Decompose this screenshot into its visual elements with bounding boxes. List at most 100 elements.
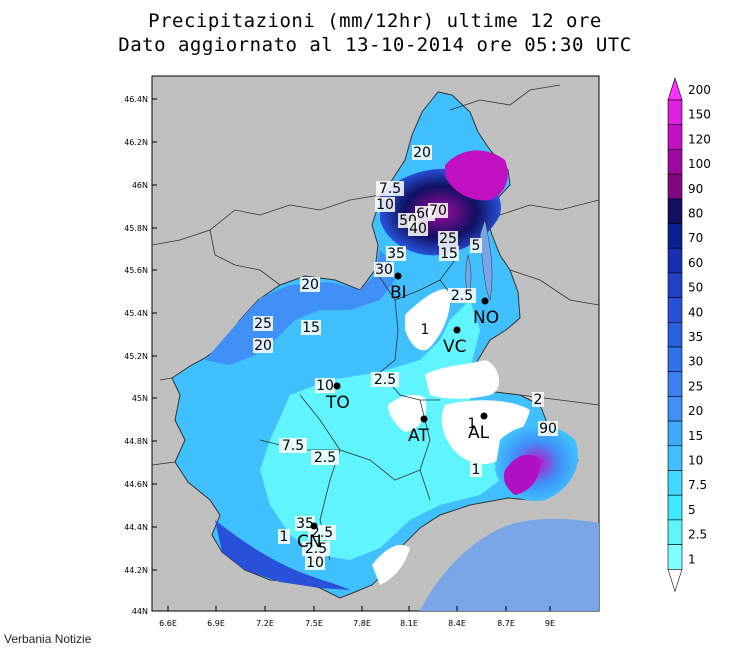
legend-swatch xyxy=(667,198,683,224)
footer-credit: Verbania Notizie xyxy=(4,632,92,646)
legend-swatch xyxy=(667,149,683,175)
contour-label: 2.5 xyxy=(451,288,473,304)
x-tick-label: 7.8E xyxy=(353,619,371,628)
city-marker-dot xyxy=(333,382,341,390)
area-light-rain xyxy=(260,300,500,560)
legend-label: 35 xyxy=(688,330,703,344)
x-tick-label: 6.9E xyxy=(207,619,225,628)
contour-label: 2.5 xyxy=(311,525,333,541)
legend-label: 200 xyxy=(688,83,711,97)
x-tick-label: 8.4E xyxy=(448,619,466,628)
contour-label-bg xyxy=(466,416,478,431)
legend-bottom-arrow xyxy=(667,568,683,593)
area-moderate-rain-south xyxy=(215,520,350,590)
area-no-rain xyxy=(405,289,451,351)
legend-label: 150 xyxy=(688,108,711,122)
contour-label: 25 xyxy=(439,231,457,247)
legend-label: 2.5 xyxy=(688,528,707,542)
contour-label-bg xyxy=(371,372,399,387)
city-label: TO xyxy=(325,393,350,413)
contour-label: 40 xyxy=(409,221,427,237)
sea-area xyxy=(420,518,599,611)
contour-label: 10 xyxy=(306,555,324,571)
legend-swatch xyxy=(667,297,683,323)
x-tick-label: 7.5E xyxy=(305,619,323,628)
legend-label: 40 xyxy=(688,305,703,319)
contour-label: 5 xyxy=(472,238,481,254)
city-markers: BI NO VC TO AT AL CN xyxy=(297,272,499,552)
contour-label-bg xyxy=(470,238,482,253)
legend-swatch xyxy=(667,321,683,348)
contour-label: 15 xyxy=(440,246,458,262)
contour-label-bg xyxy=(374,262,394,277)
country-boundaries xyxy=(152,84,599,466)
legend-label: 7.5 xyxy=(688,478,707,492)
precipitation-legend: 200 150 120 100 90 80 70 60 50 40 35 30 25 20 15 10 7.5 5… xyxy=(667,77,711,593)
contour-label-bg xyxy=(305,555,325,570)
y-tick-label: 44.4N xyxy=(124,523,148,532)
contour-label-bg xyxy=(428,203,448,218)
y-tick-label: 44.8N xyxy=(124,437,148,446)
legend-swatch xyxy=(667,173,683,200)
contour-label-bg xyxy=(419,322,431,337)
legend-swatch xyxy=(667,223,683,249)
legend-swatch xyxy=(667,420,683,447)
legend-label: 90 xyxy=(688,182,703,196)
contour-label-bg xyxy=(439,246,459,261)
legend-swatch xyxy=(667,494,683,521)
contour-label: 20 xyxy=(301,277,319,293)
legend-swatch xyxy=(667,544,683,570)
contour-label: 15 xyxy=(302,320,320,336)
legend-swatch xyxy=(667,346,683,373)
legend-label: 1 xyxy=(688,552,696,566)
legend-label: 25 xyxy=(688,379,703,393)
contour-label: 2.5 xyxy=(374,372,396,388)
y-tick-label: 44.6N xyxy=(124,480,148,489)
y-tick-label: 46.4N xyxy=(124,95,148,104)
y-tick-label: 45N xyxy=(132,394,148,403)
contour-label: 35 xyxy=(387,246,405,262)
contour-label: 10 xyxy=(376,197,394,213)
legend-swatch xyxy=(667,445,683,471)
y-tick-label: 45.6N xyxy=(124,266,148,275)
contour-label: 2.5 xyxy=(305,541,327,557)
legend-label: 120 xyxy=(688,132,711,146)
contour-label: 35 xyxy=(296,516,314,532)
city-label: BI xyxy=(390,283,407,303)
contour-label-bg xyxy=(311,450,339,465)
contour-label: 30 xyxy=(375,262,393,278)
map-subtitle: Dato aggiornato al 13-10-2014 ore 05:30 … xyxy=(118,34,632,56)
x-tick-label: 8.7E xyxy=(497,619,515,628)
y-tick-label: 44.2N xyxy=(124,566,148,575)
contour-label-bg xyxy=(408,221,428,236)
contour-label-bg xyxy=(253,316,273,331)
area-extreme-rain-north xyxy=(445,150,508,201)
city-marker-dot xyxy=(481,297,489,305)
legend-top-arrow xyxy=(667,77,683,101)
legend-swatch xyxy=(667,519,683,545)
legend-label: 100 xyxy=(688,157,711,171)
city-marker-dot xyxy=(480,412,488,420)
contour-label: 90 xyxy=(539,421,557,437)
x-axis-ticks: 6.6E 6.9E 7.2E 7.5E 7.8E 8.1E 8.4E 8.7E 9E xyxy=(159,606,555,628)
city-label: CN xyxy=(297,532,322,552)
contour-label-bg xyxy=(295,516,315,531)
contour-labels: 207.510607050403530251552.52015252012.51… xyxy=(253,145,558,571)
legend-swatch xyxy=(667,272,683,298)
x-tick-label: 9E xyxy=(545,619,555,628)
x-tick-label: 6.6E xyxy=(159,619,177,628)
contour-label: 7.5 xyxy=(379,181,401,197)
y-tick-label: 45.8N xyxy=(124,224,148,233)
legend-swatch xyxy=(667,396,683,422)
city-label: VC xyxy=(443,337,467,357)
contour-label-bg xyxy=(448,288,476,303)
city-marker-dot xyxy=(310,522,318,530)
area-no-rain xyxy=(388,394,427,432)
contour-label-bg xyxy=(412,145,432,160)
contour-label: 1 xyxy=(421,322,430,338)
contour-label-bg xyxy=(253,338,273,353)
legend-swatch xyxy=(667,247,683,274)
legend-label: 60 xyxy=(688,256,703,270)
city-marker-dot xyxy=(453,326,461,334)
legend-label: 15 xyxy=(688,429,703,443)
